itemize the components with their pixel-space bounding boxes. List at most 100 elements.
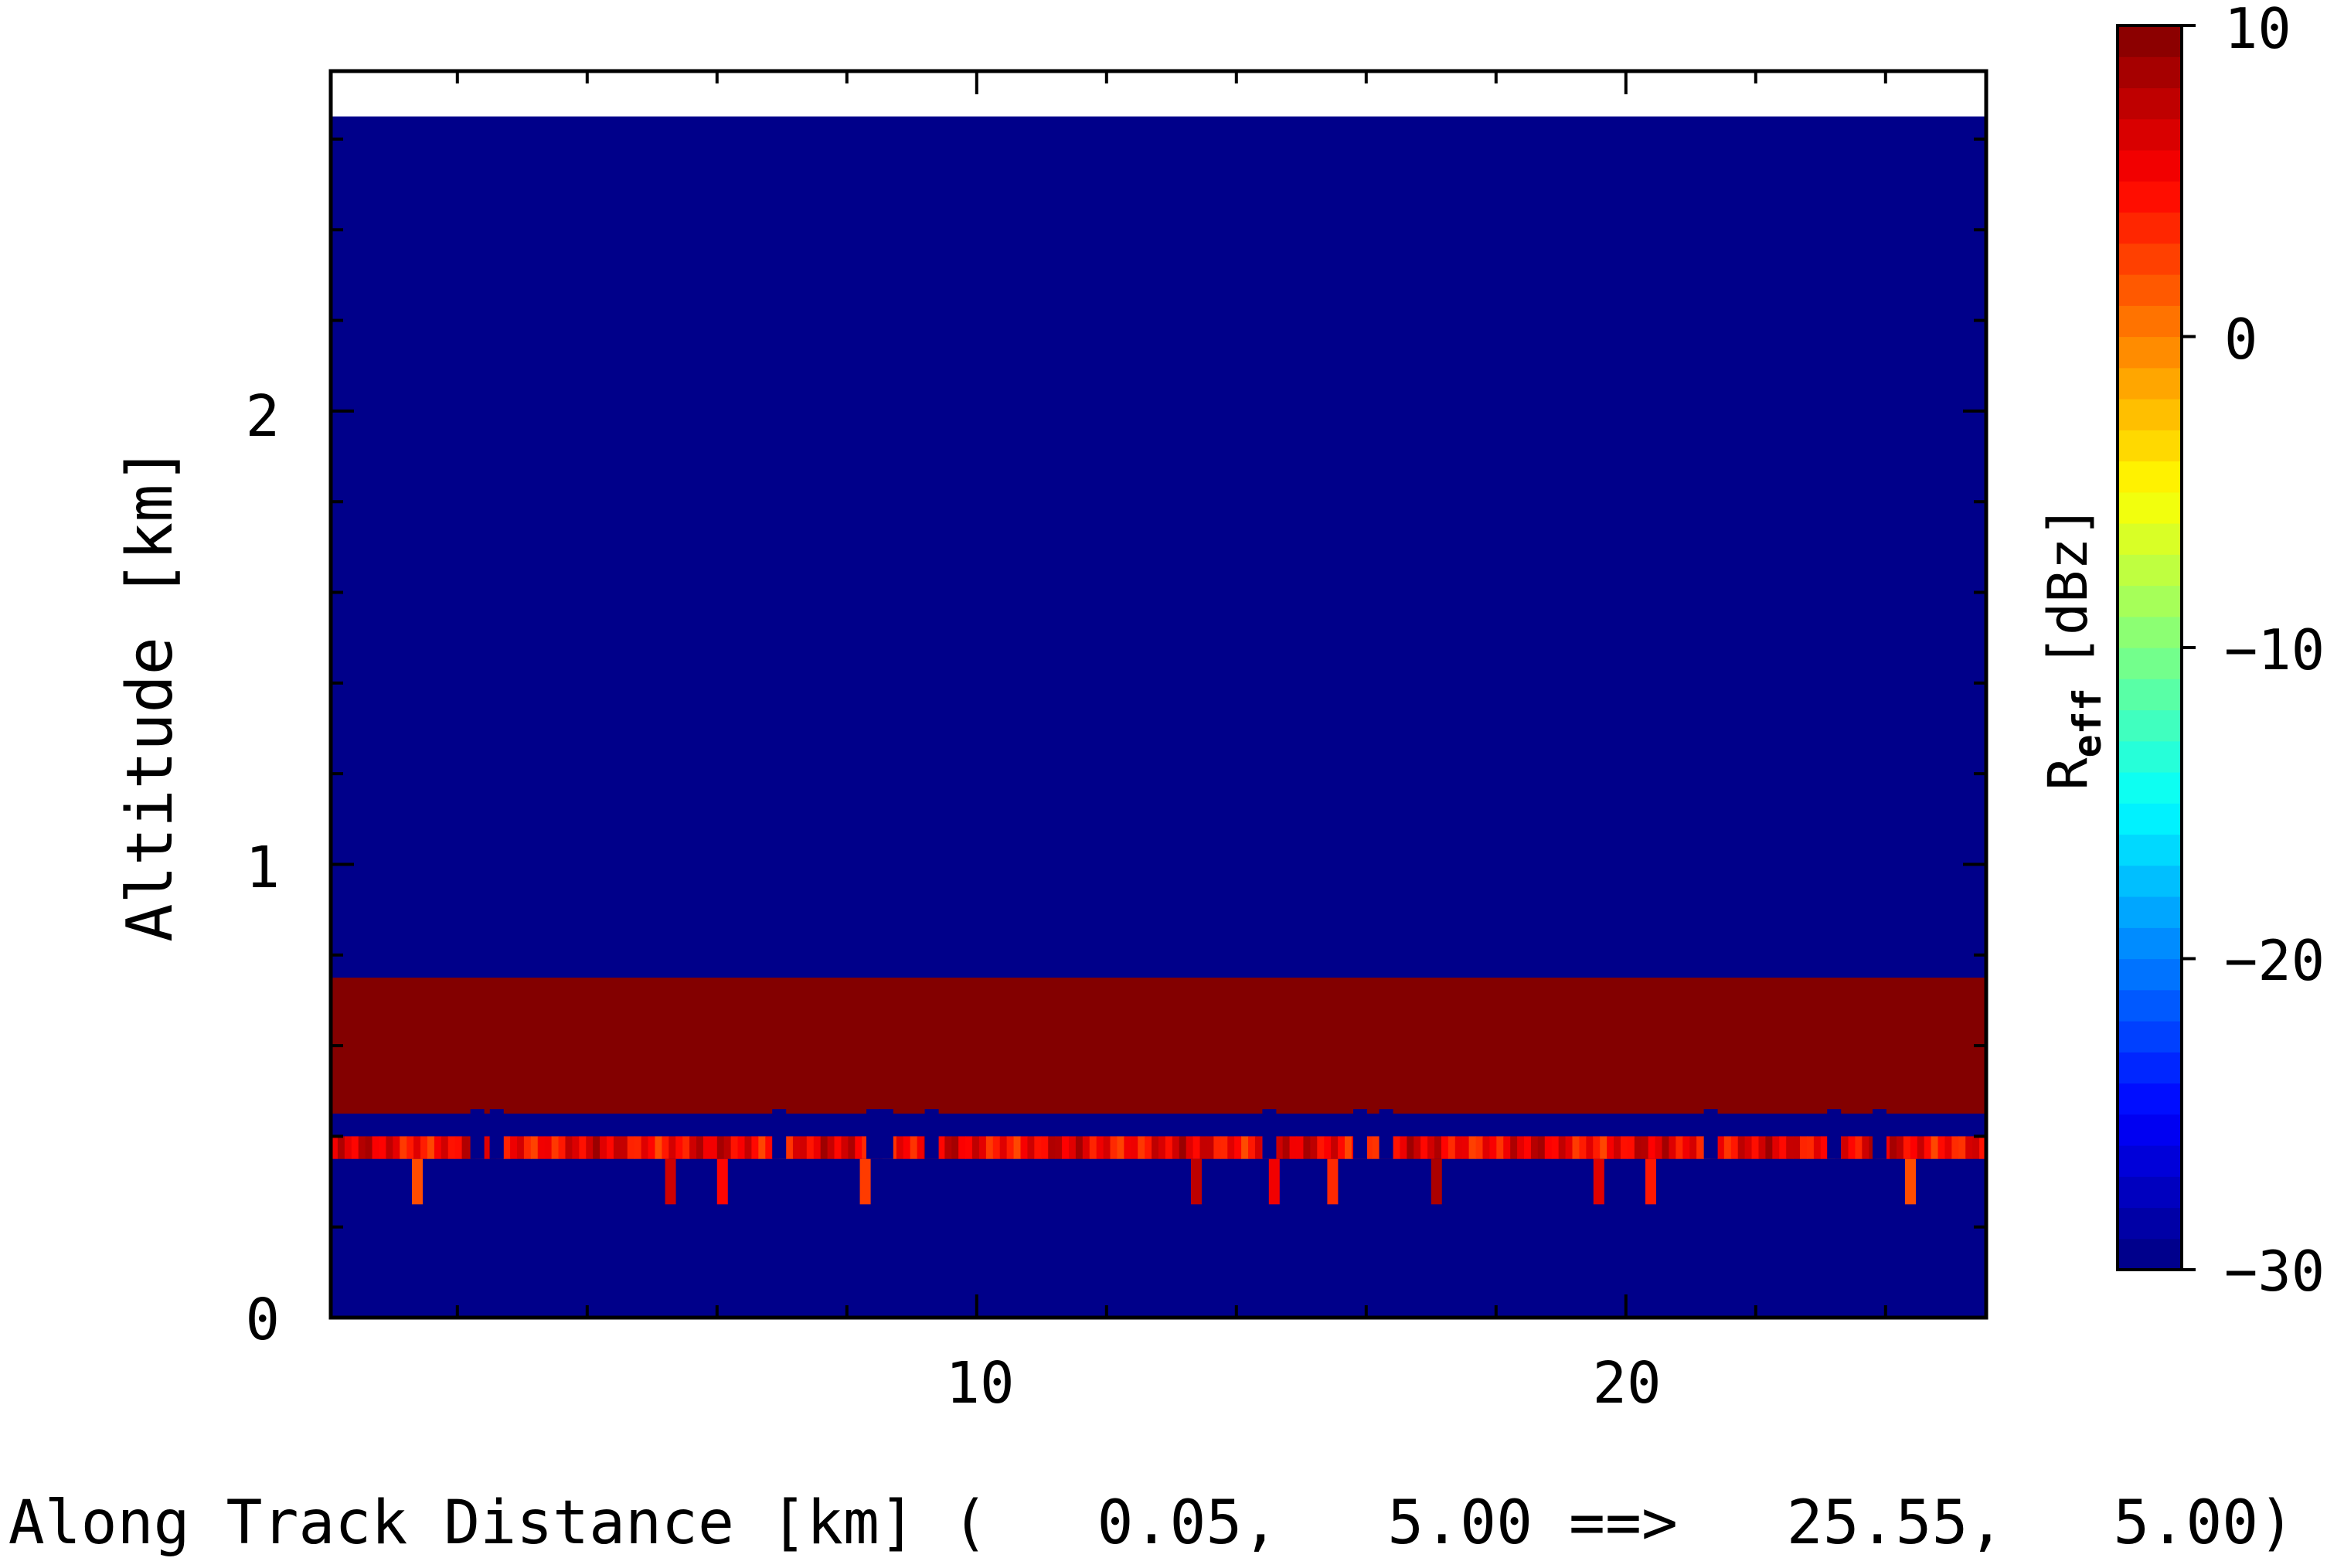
heatmap-cell-drip: [1191, 1158, 1202, 1205]
heatmap-cell-cloud-layer: [331, 978, 1986, 1114]
heatmap-cell-fringe: [593, 1136, 600, 1159]
x-axis-label: Along Track Distance [km] ( 0.05, 5.00 =…: [9, 1488, 2295, 1558]
heatmap-cell-fringe: [1303, 1136, 1311, 1159]
colorbar-cell: [2118, 26, 2182, 57]
heatmap-cell-fringe: [482, 1136, 490, 1159]
heatmap-cell-fringe: [1414, 1136, 1421, 1159]
heatmap-cell-fringe: [1138, 1136, 1145, 1159]
heatmap-cell-fringe: [1890, 1136, 1897, 1159]
heatmap-cell-fringe: [1020, 1136, 1029, 1159]
heatmap-cell-fringe: [1062, 1136, 1070, 1159]
colorbar-cell: [2118, 1145, 2182, 1177]
heatmap-cell-fringe: [1152, 1136, 1159, 1159]
heatmap-cell-fringe: [1517, 1136, 1525, 1159]
heatmap-cell-fringe: [503, 1136, 511, 1159]
heatmap-cell-fringe: [1593, 1136, 1601, 1159]
heatmap-cell-fringe: [1772, 1136, 1780, 1159]
heatmap-cell-fringe: [1289, 1136, 1298, 1159]
heatmap-cell-gap: [924, 1109, 939, 1159]
heatmap-cell-fringe: [1634, 1136, 1642, 1159]
heatmap-cell-fringe: [607, 1136, 614, 1159]
heatmap-cell-fringe: [1103, 1136, 1111, 1159]
heatmap-cell-fringe: [1586, 1136, 1594, 1159]
heatmap-cell-fringe: [1937, 1136, 1946, 1159]
heatmap-cell-fringe: [1344, 1136, 1352, 1159]
heatmap-cell-gap: [866, 1109, 880, 1159]
colorbar-cell: [2118, 181, 2182, 213]
colorbar-cell: [2118, 616, 2182, 648]
heatmap-cell-drip: [1431, 1158, 1442, 1205]
heatmap-cell-fringe: [1910, 1136, 1918, 1159]
heatmap-cell-fringe: [1965, 1136, 1973, 1159]
heatmap-cell-fringe: [972, 1136, 980, 1159]
heatmap-cell-fringe: [530, 1136, 539, 1159]
heatmap-cell-fringe: [558, 1136, 566, 1159]
colorbar-label: Reff [dBz]: [2036, 505, 2110, 790]
heatmap-cell-fringe: [434, 1136, 442, 1159]
heatmap-cell-fringe: [634, 1136, 642, 1159]
heatmap-cell-fringe: [1558, 1136, 1567, 1159]
heatmap-cell-fringe: [1620, 1136, 1628, 1159]
heatmap-cell-fringe: [1158, 1136, 1166, 1159]
heatmap-cell-fringe: [1117, 1136, 1124, 1159]
heatmap-cell-fringe: [1006, 1136, 1015, 1159]
heatmap-cell-gap: [470, 1109, 485, 1159]
heatmap-cell-fringe: [1551, 1136, 1560, 1159]
heatmap-cell-fringe: [689, 1136, 697, 1159]
heatmap-cell-fringe: [551, 1136, 560, 1159]
heatmap-cell-gap: [1262, 1109, 1277, 1159]
colorbar-cell: [2118, 772, 2182, 804]
colorbar-cell: [2118, 367, 2182, 400]
heatmap-cell-fringe: [516, 1136, 525, 1159]
heatmap-cell-fringe: [1931, 1136, 1939, 1159]
heatmap-cell-fringe: [1427, 1136, 1435, 1159]
heatmap-cell-fringe: [1758, 1136, 1766, 1159]
heatmap-cell-fringe: [730, 1136, 739, 1159]
x-axis-ticks: [455, 71, 1887, 1318]
colorbar-cell: [2118, 491, 2182, 524]
heatmap-cell-fringe: [765, 1136, 773, 1159]
heatmap-cell-fringe: [1220, 1136, 1228, 1159]
heatmap-cell-fringe: [937, 1136, 945, 1159]
heatmap-cell-fringe: [978, 1136, 987, 1159]
colorbar-tick-label-neg10: −10: [2224, 617, 2325, 682]
heatmap-cell-fringe: [1013, 1136, 1022, 1159]
heatmap-cell-fringe: [1089, 1136, 1097, 1159]
heatmap-cell-fringe: [1786, 1136, 1794, 1159]
heatmap-cell-fringe: [441, 1136, 449, 1159]
heatmap-cell-fringe: [751, 1136, 759, 1159]
heatmap-cell-fringe: [1075, 1136, 1084, 1159]
heatmap-cell-drip: [665, 1158, 676, 1205]
colorbar-cell: [2118, 1021, 2182, 1053]
heatmap-cell-fringe: [1407, 1136, 1414, 1159]
heatmap-cell-fringe: [1813, 1136, 1822, 1159]
heatmap-cell-drip: [412, 1158, 423, 1205]
heatmap-cell-fringe: [1068, 1136, 1077, 1159]
heatmap-cell-fringe: [1800, 1136, 1808, 1159]
heatmap-cell-drip: [859, 1158, 871, 1205]
heatmap-cell-fringe: [1145, 1136, 1152, 1159]
heatmap-cell-fringe: [1041, 1136, 1049, 1159]
colorbar-label-sub: eff: [2065, 688, 2110, 757]
colorbar-cell: [2118, 243, 2182, 275]
heatmap-cell-fringe: [337, 1136, 345, 1159]
colorbar-cell: [2118, 336, 2182, 369]
heatmap-cell-fringe: [668, 1136, 676, 1159]
heatmap-cell-fringe: [1951, 1136, 1959, 1159]
heatmap-cell-fringe: [786, 1136, 794, 1159]
heatmap-cell-fringe: [1924, 1136, 1932, 1159]
heatmap-cell-fringe: [1579, 1136, 1587, 1159]
y-axis-ticks: [331, 137, 1986, 1229]
heatmap-cell-fringe: [1896, 1136, 1904, 1159]
heatmap-cell-fringe: [1482, 1136, 1490, 1159]
heatmap-cell-fringe: [1172, 1136, 1180, 1159]
heatmap-cell-fringe: [1855, 1136, 1863, 1159]
colorbar-cell: [2118, 709, 2182, 742]
heatmap-cell-fringe: [1179, 1136, 1187, 1159]
heatmap-cell-fringe: [1372, 1136, 1380, 1159]
heatmap-cell-fringe: [1572, 1136, 1580, 1159]
heatmap-cell-gap: [489, 1109, 504, 1159]
heatmap-cell-fringe: [1614, 1136, 1621, 1159]
heatmap-cell-fringe: [641, 1136, 649, 1159]
heatmap-cell-drip: [1327, 1158, 1339, 1205]
